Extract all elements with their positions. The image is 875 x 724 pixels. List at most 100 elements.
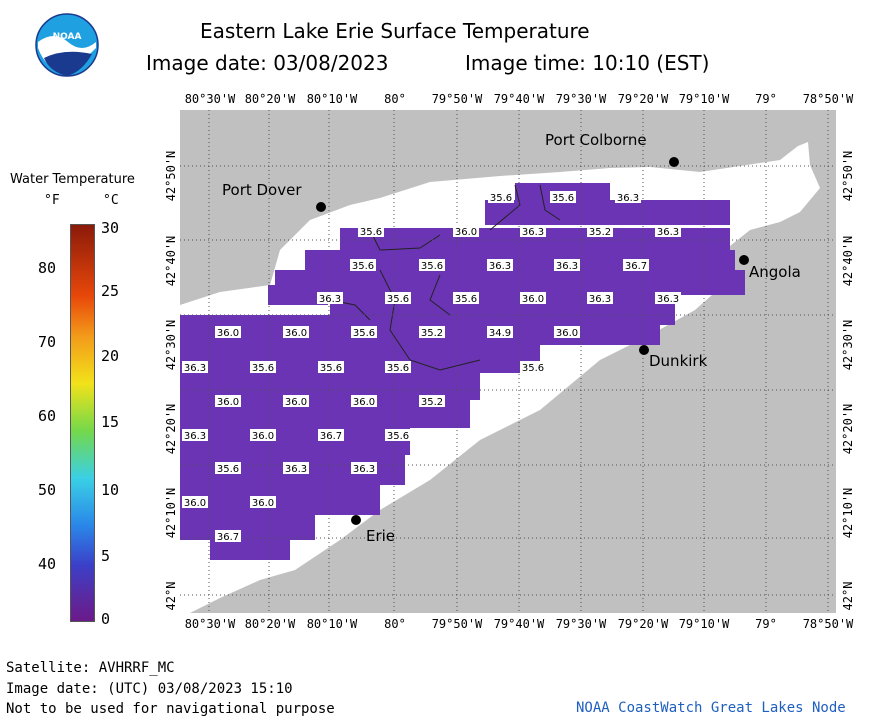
- temperature-map: 35.6 35.6 36.3 35.6 36.0 36.3 35.2 36.3 35.6 35.6…: [180, 110, 836, 613]
- lat-label-right: 42°30'N: [841, 319, 855, 371]
- lon-label-top: 80°20'W: [244, 92, 296, 106]
- temperature-label: 35.6: [318, 361, 344, 374]
- city-marker: Angola: [739, 255, 801, 281]
- lon-label-bottom: 79°10'W: [678, 617, 730, 631]
- temperature-label-bg: [550, 191, 576, 203]
- temperature-label: 36.3: [487, 259, 513, 272]
- temperature-label: 36.3: [615, 191, 641, 204]
- temperature-value: 36.3: [353, 464, 375, 475]
- lat-label-right: 42°20'N: [841, 403, 855, 455]
- temperature-value: 36.3: [657, 227, 679, 238]
- lat-label-left: 42°10'N: [164, 487, 178, 539]
- temperature-label: 35.6: [419, 259, 445, 272]
- temperature-label-bg: [520, 292, 546, 304]
- temperature-label: 35.6: [550, 191, 576, 204]
- lat-label-left: 42°20'N: [164, 403, 178, 455]
- city-name: Port Dover: [222, 181, 302, 199]
- navigation-disclaimer: Not to be used for navigational purpose: [6, 701, 335, 717]
- lon-label-bottom: 79°40'W: [493, 617, 545, 631]
- utc-date: Image date: (UTC) 03/08/2023 15:10: [6, 681, 293, 697]
- temperature-label: 36.0: [250, 496, 276, 509]
- lat-label-right: 42°50'N: [841, 150, 855, 202]
- temperature-label: 36.3: [283, 462, 309, 475]
- temperature-value: 36.0: [353, 397, 375, 408]
- temperature-label-bg: [554, 326, 580, 338]
- lat-label-left: 42°N: [164, 581, 178, 611]
- city-marker: Port Colborne: [545, 131, 679, 167]
- temperature-label: 36.0: [283, 326, 309, 339]
- temperature-value: 35.6: [522, 363, 544, 374]
- temperature-label-bg: [520, 225, 546, 237]
- temperature-label-bg: [520, 361, 546, 373]
- legend-f-tick: 80: [38, 259, 57, 277]
- lon-label-top: 78°50'W: [802, 92, 854, 106]
- water-cell: [590, 315, 650, 335]
- boundary-line: [369, 229, 441, 251]
- temperature-label-bg: [250, 496, 276, 508]
- temperature-label: 36.7: [215, 530, 241, 543]
- temperature-label: 36.3: [182, 361, 208, 374]
- lat-label-right: 42°40'N: [841, 235, 855, 287]
- temperature-value: 35.2: [589, 227, 611, 238]
- water-cell: [180, 485, 380, 515]
- temperature-value: 35.6: [387, 294, 409, 305]
- lon-label-bottom: 80°10'W: [306, 617, 358, 631]
- temperature-label-bg: [351, 326, 377, 338]
- temperature-label: 35.6: [250, 361, 276, 374]
- temperature-label-bg: [587, 292, 613, 304]
- temperature-label-bg: [615, 191, 641, 203]
- lat-label-right: 42°10'N: [841, 487, 855, 539]
- temperature-value: 36.7: [625, 261, 647, 272]
- temperature-label: 35.6: [385, 429, 411, 442]
- temperature-value: 36.3: [184, 363, 206, 374]
- temperature-value: 36.0: [217, 328, 239, 339]
- temperature-label: 36.3: [587, 292, 613, 305]
- lon-label-top: 80°10'W: [306, 92, 358, 106]
- legend-c-tick: 20: [101, 347, 120, 365]
- temperature-label-bg: [487, 326, 513, 338]
- lat-label-right: 42°N: [841, 581, 855, 611]
- temperature-label-bg: [350, 259, 376, 271]
- city-name: Erie: [366, 527, 395, 545]
- temperature-label-bg: [182, 361, 208, 373]
- temperature-value: 35.6: [387, 431, 409, 442]
- temperature-label: 36.0: [250, 429, 276, 442]
- water-cell: [268, 285, 328, 305]
- temperature-label-bg: [385, 292, 411, 304]
- temperature-value: 36.7: [217, 532, 239, 543]
- temperature-value: 36.0: [252, 431, 274, 442]
- temperature-value: 35.6: [320, 363, 342, 374]
- temperature-label: 35.6: [358, 225, 384, 238]
- noaa-logo: NOAA: [34, 12, 100, 78]
- boundary-line: [429, 274, 451, 316]
- temperature-value: 36.0: [285, 328, 307, 339]
- temperature-label-bg: [554, 259, 580, 271]
- lat-label-left: 42°30'N: [164, 319, 178, 371]
- chart-title: Eastern Lake Erie Surface Temperature: [200, 19, 590, 43]
- city-dot-icon: [316, 202, 326, 212]
- temperature-label: 36.0: [215, 395, 241, 408]
- observed-water-cells: [180, 183, 745, 560]
- temperature-value: 35.6: [387, 363, 409, 374]
- temperature-label-bg: [182, 429, 208, 441]
- temperature-value: 36.0: [217, 397, 239, 408]
- temperature-label-bg: [453, 292, 479, 304]
- temperature-label-bg: [182, 496, 208, 508]
- temperature-label-bg: [587, 225, 613, 237]
- legend-f-tick: 50: [38, 481, 57, 499]
- temperature-label: 35.6: [385, 361, 411, 374]
- temperature-label-bg: [250, 429, 276, 441]
- water-cell: [180, 425, 410, 455]
- temperature-label-bg: [318, 361, 344, 373]
- temperature-value: 36.3: [319, 294, 341, 305]
- temperature-label-bg: [318, 429, 344, 441]
- temperature-label-bg: [655, 225, 681, 237]
- credit-link[interactable]: NOAA CoastWatch Great Lakes Node: [576, 700, 846, 716]
- lon-label-bottom: 80°20'W: [244, 617, 296, 631]
- lon-label-bottom: 79°30'W: [555, 617, 607, 631]
- temperature-value: 35.6: [552, 193, 574, 204]
- temperature-label: 34.9: [487, 326, 513, 339]
- temperature-value: 35.6: [360, 227, 382, 238]
- legend-c-tick: 15: [101, 413, 120, 431]
- image-time: Image time: 10:10 (EST): [465, 51, 710, 75]
